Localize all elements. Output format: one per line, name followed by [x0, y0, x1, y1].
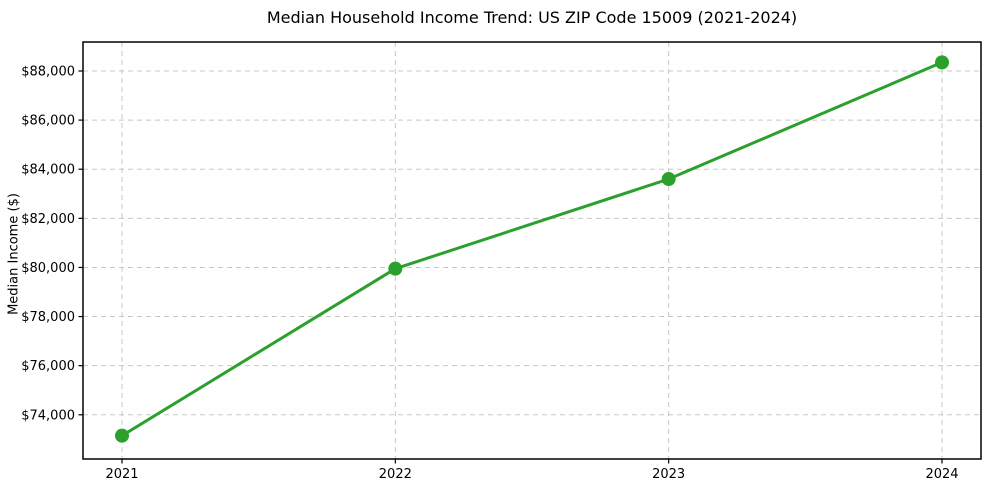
x-tick-label: 2024 [925, 467, 958, 482]
trend-line [120, 60, 944, 438]
x-tick-label: 2021 [105, 467, 138, 482]
chart-title: Median Household Income Trend: US ZIP Co… [266, 8, 798, 27]
trend-line-series [115, 55, 949, 443]
y-tick-label: $82,000 [21, 212, 75, 227]
data-point-2023 [661, 172, 676, 187]
y-tick-label: $74,000 [21, 408, 75, 423]
y-tick-label: $84,000 [21, 163, 75, 178]
axes-frame [82, 41, 982, 460]
data-point-2022 [388, 261, 403, 276]
y-axis-label-text: Median Income ($) [6, 193, 22, 315]
y-tick-label: $86,000 [21, 114, 75, 129]
grid-layer [83, 42, 981, 459]
x-tick-label: 2023 [652, 467, 685, 482]
y-tick-label: $78,000 [21, 310, 75, 325]
y-tick-label: $76,000 [21, 359, 75, 374]
data-point-2021 [115, 428, 129, 443]
x-tick-label: 2022 [379, 467, 412, 482]
axis-layer: $74,000 $76,000 $78,000 $80,000 $82,000 $84,0… [21, 41, 982, 482]
data-point-2024 [935, 55, 949, 70]
y-tick-label: $80,000 [21, 261, 75, 276]
y-tick-label: $88,000 [21, 64, 75, 79]
